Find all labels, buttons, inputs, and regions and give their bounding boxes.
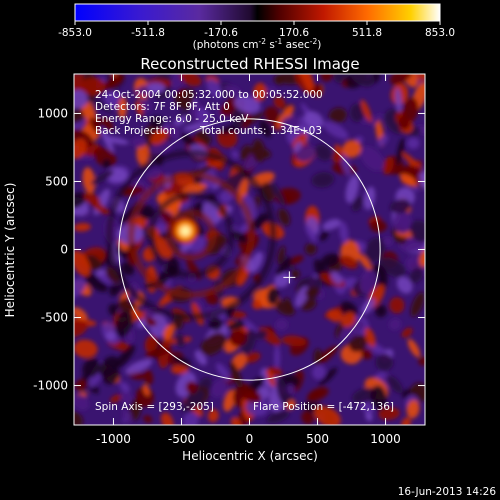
- y-axis-label: Heliocentric Y (arcsec): [3, 183, 17, 318]
- colorbar-tick-label: 511.8: [352, 27, 382, 39]
- info-total-counts: Total counts: 1.34E+03: [199, 125, 322, 137]
- spin-axis-label: Spin Axis = [293,-205]: [95, 401, 214, 413]
- colorbar-tick-label: -511.8: [131, 27, 165, 39]
- x-axis-tick-labels: -1000 -500 0 500 1000: [96, 432, 401, 446]
- y-tick-label: -500: [41, 311, 68, 325]
- chart-title: Reconstructed RHESSI Image: [140, 55, 359, 73]
- colorbar-tick-labels: -853.0 -511.8 -170.6 170.6 511.8 853.0: [58, 27, 455, 39]
- colorbar-tick-label: -170.6: [204, 27, 238, 39]
- x-axis-ticks: [112, 74, 387, 425]
- y-tick-label: 0: [60, 243, 68, 257]
- x-tick-label: 0: [246, 432, 254, 446]
- info-energy-range: Energy Range: 6.0 - 25.0 keV: [95, 113, 249, 125]
- y-tick-label: 500: [45, 174, 68, 188]
- colorbar-gradient: [74, 3, 441, 22]
- colorbar: -853.0 -511.8 -170.6 170.6 511.8 853.0 (photo…: [58, 3, 455, 51]
- x-tick-label: -500: [168, 432, 195, 446]
- flare-position-label: Flare Position = [-472,136]: [253, 401, 394, 413]
- x-axis-label: Heliocentric X (arcsec): [182, 449, 318, 463]
- x-tick-label: -1000: [96, 432, 131, 446]
- colorbar-tick-label: 170.6: [279, 27, 309, 39]
- colorbar-tick-label: -853.0: [58, 27, 92, 39]
- info-time-range: 24-Oct-2004 00:05:32.000 to 00:05:52.000: [95, 89, 323, 101]
- solar-limb-circle: [118, 118, 381, 381]
- info-method: Back Projection: [95, 125, 176, 137]
- colorbar-ticks: [74, 21, 441, 25]
- colorbar-tick-label: 853.0: [425, 27, 455, 39]
- heatmap-image: [74, 74, 425, 425]
- spin-axis-crosshair: [283, 271, 296, 284]
- x-tick-label: 500: [306, 432, 329, 446]
- colorbar-units: (photons cm-2 s-1 asec-2): [193, 37, 322, 51]
- info-detectors: Detectors: 7F 8F 9F, Att 0: [95, 101, 230, 113]
- info-annotations: 24-Oct-2004 00:05:32.000 to 00:05:52.000…: [95, 89, 394, 413]
- y-tick-label: -1000: [33, 379, 68, 393]
- x-tick-label: 1000: [370, 432, 401, 446]
- footer-timestamp: 16-Jun-2013 14:26: [398, 486, 497, 498]
- y-axis-tick-labels: 1000 500 0 -500 -1000: [33, 106, 68, 392]
- y-axis-ticks: [74, 112, 425, 387]
- y-tick-label: 1000: [37, 106, 68, 120]
